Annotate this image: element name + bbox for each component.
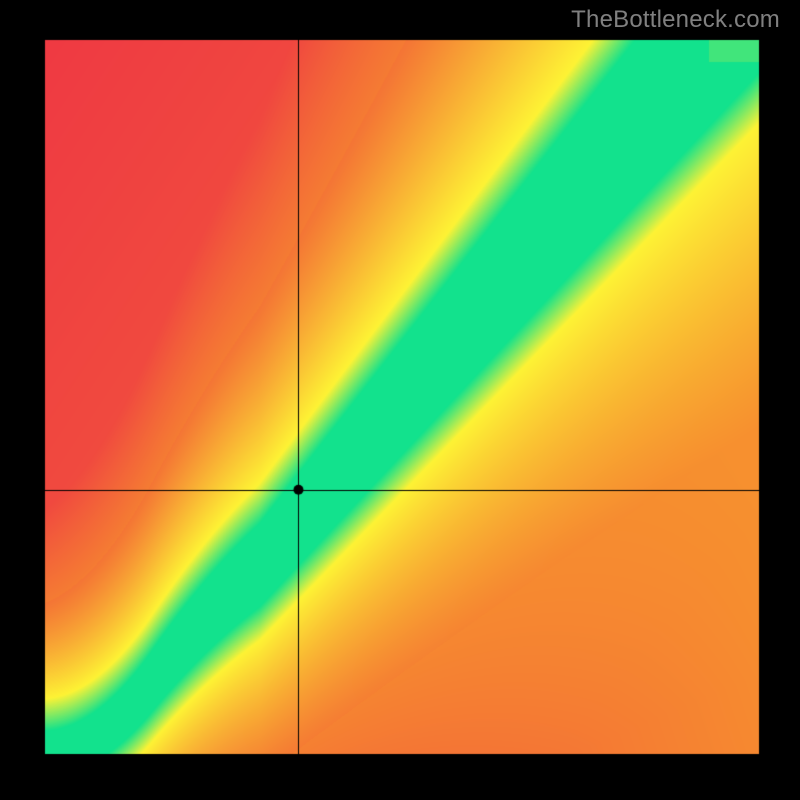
- bottleneck-heatmap: [0, 0, 800, 800]
- watermark-text: TheBottleneck.com: [571, 6, 780, 34]
